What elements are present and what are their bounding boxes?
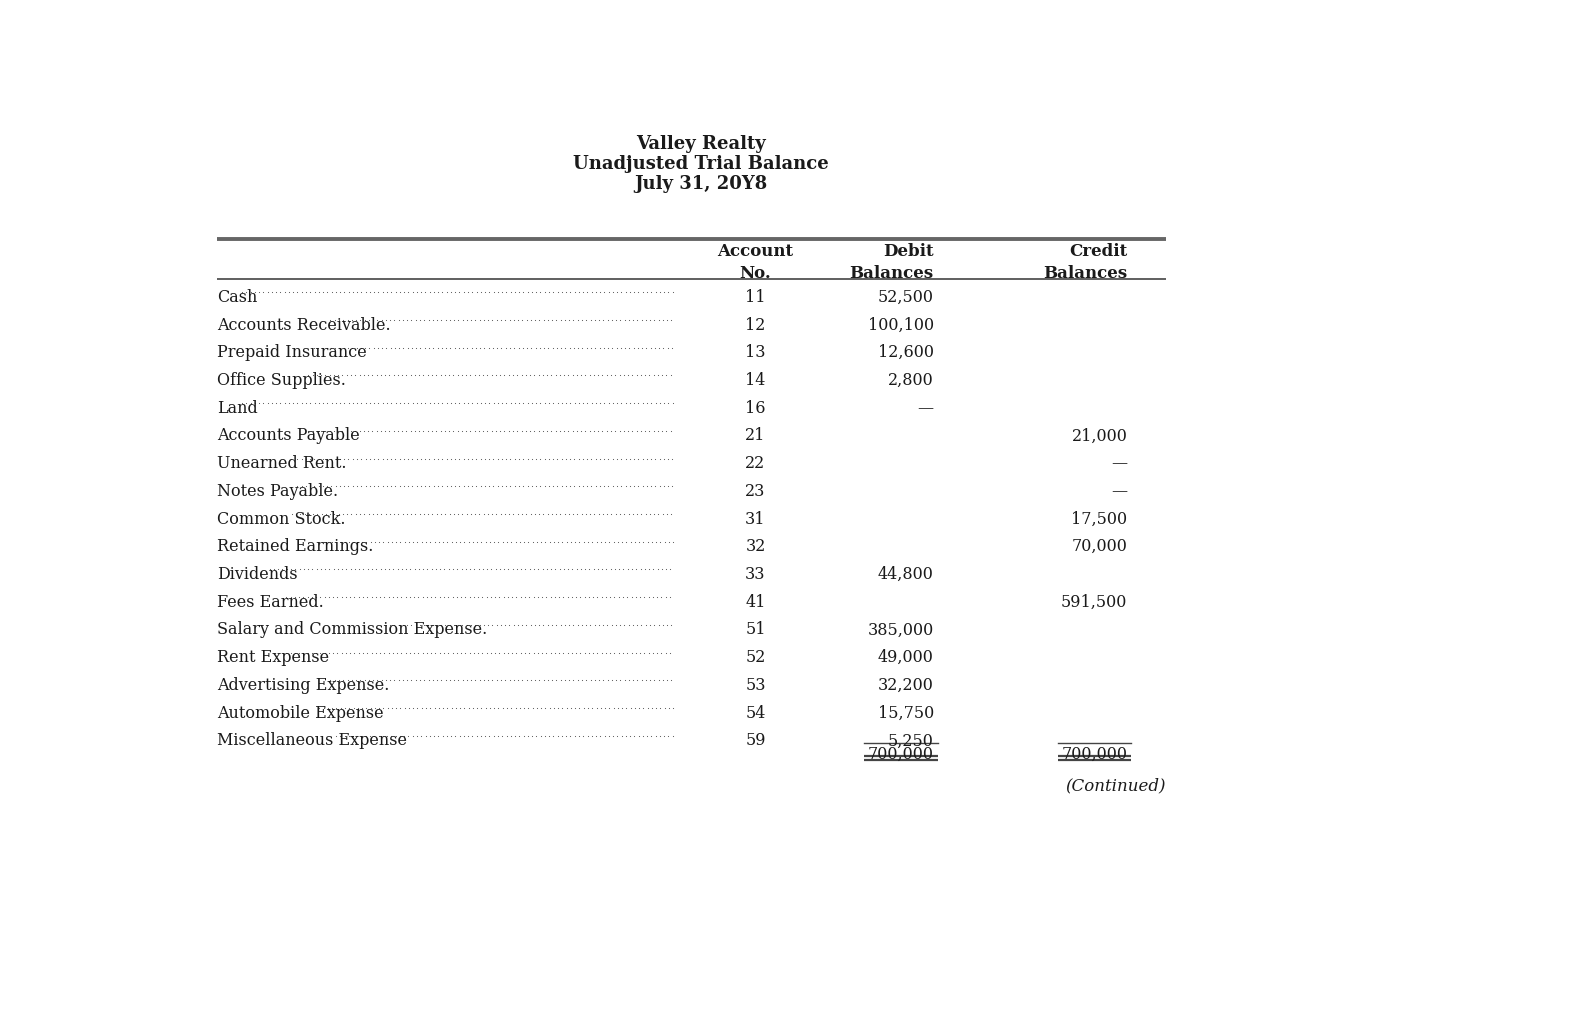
Text: 11: 11	[746, 289, 766, 306]
Text: 700,000: 700,000	[1062, 745, 1128, 763]
Text: Common Stock.: Common Stock.	[216, 510, 346, 528]
Text: Account
No.: Account No.	[717, 243, 793, 282]
Text: 22: 22	[746, 455, 766, 472]
Text: Unearned Rent.: Unearned Rent.	[216, 455, 346, 472]
Text: 13: 13	[746, 344, 766, 361]
Text: Retained Earnings.: Retained Earnings.	[216, 538, 373, 555]
Text: 2,800: 2,800	[888, 372, 934, 389]
Text: Office Supplies.: Office Supplies.	[216, 372, 346, 389]
Text: Prepaid Insurance: Prepaid Insurance	[216, 344, 367, 361]
Text: Cash: Cash	[216, 289, 258, 306]
Text: Salary and Commission Expense.: Salary and Commission Expense.	[216, 622, 487, 638]
Text: 44,800: 44,800	[878, 566, 934, 583]
Text: —: —	[1111, 483, 1128, 500]
Text: 49,000: 49,000	[878, 649, 934, 666]
Text: 17,500: 17,500	[1071, 510, 1128, 528]
Text: 21,000: 21,000	[1071, 428, 1128, 444]
Text: 52,500: 52,500	[878, 289, 934, 306]
Text: Miscellaneous Expense: Miscellaneous Expense	[216, 732, 408, 749]
Text: Land: Land	[216, 399, 258, 417]
Text: 23: 23	[746, 483, 766, 500]
Text: Accounts Receivable.: Accounts Receivable.	[216, 317, 390, 334]
Text: 700,000: 700,000	[867, 745, 934, 763]
Text: 70,000: 70,000	[1071, 538, 1128, 555]
Text: 52: 52	[746, 649, 766, 666]
Text: Fees Earned.: Fees Earned.	[216, 594, 324, 611]
Text: 12: 12	[746, 317, 766, 334]
Text: 32,200: 32,200	[878, 677, 934, 694]
Text: 33: 33	[746, 566, 766, 583]
Text: Valley Realty: Valley Realty	[637, 135, 766, 153]
Text: 41: 41	[746, 594, 766, 611]
Text: 5,250: 5,250	[888, 732, 934, 749]
Text: 21: 21	[746, 428, 766, 444]
Text: 32: 32	[746, 538, 766, 555]
Text: 385,000: 385,000	[867, 622, 934, 638]
Text: (Continued): (Continued)	[1066, 777, 1166, 794]
Text: Notes Payable.: Notes Payable.	[216, 483, 338, 500]
Text: 16: 16	[746, 399, 766, 417]
Text: —: —	[918, 399, 934, 417]
Text: Dividends: Dividends	[216, 566, 297, 583]
Text: 54: 54	[746, 704, 766, 722]
Text: Credit
Balances: Credit Balances	[1043, 243, 1128, 282]
Text: Accounts Payable: Accounts Payable	[216, 428, 360, 444]
Text: 100,100: 100,100	[867, 317, 934, 334]
Text: Automobile Expense: Automobile Expense	[216, 704, 384, 722]
Text: Unadjusted Trial Balance: Unadjusted Trial Balance	[574, 155, 830, 173]
Text: 591,500: 591,500	[1062, 594, 1128, 611]
Text: Rent Expense: Rent Expense	[216, 649, 329, 666]
Text: Debit
Balances: Debit Balances	[850, 243, 934, 282]
Text: 15,750: 15,750	[877, 704, 934, 722]
Text: 53: 53	[746, 677, 766, 694]
Text: —: —	[1111, 455, 1128, 472]
Text: 12,600: 12,600	[878, 344, 934, 361]
Text: 14: 14	[746, 372, 766, 389]
Text: July 31, 20Y8: July 31, 20Y8	[635, 175, 768, 193]
Text: 31: 31	[746, 510, 766, 528]
Text: 59: 59	[746, 732, 766, 749]
Text: Advertising Expense.: Advertising Expense.	[216, 677, 389, 694]
Text: 51: 51	[746, 622, 766, 638]
